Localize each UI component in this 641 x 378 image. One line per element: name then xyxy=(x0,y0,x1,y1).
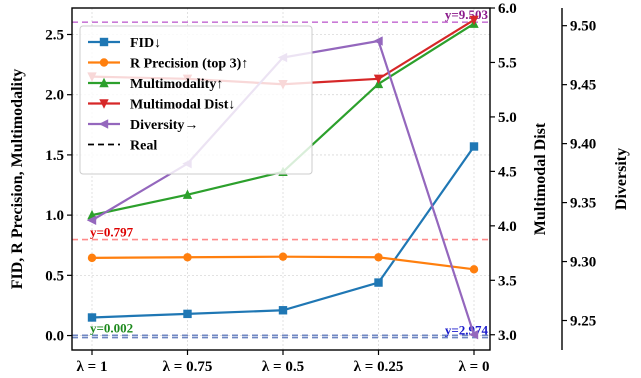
left-tick-label: 0.0 xyxy=(45,329,64,345)
data-point xyxy=(99,77,109,88)
x-tick-label: λ = 1 xyxy=(77,359,108,375)
legend-label: R Precision (top 3)↑ xyxy=(130,57,248,72)
left-tick-label: 2.0 xyxy=(45,88,64,104)
mid-tick-label: 4.0 xyxy=(498,219,517,235)
legend-box xyxy=(79,25,313,175)
left-tick-label: 0.5 xyxy=(45,268,64,284)
x-tick-label: λ = 0.25 xyxy=(354,359,404,375)
data-point xyxy=(469,142,479,151)
mid-tick-label: 3.5 xyxy=(498,273,517,289)
data-point xyxy=(278,306,288,315)
right-tick-label: 9.25 xyxy=(570,314,596,330)
right-tick-label: 9.40 xyxy=(570,137,596,153)
mid-tick-label: 4.5 xyxy=(498,164,517,180)
left-tick-label: 2.5 xyxy=(45,27,64,43)
data-point xyxy=(469,15,479,26)
legend-label: Multimodal Dist↓ xyxy=(130,98,235,113)
reference-label: y=9.503 xyxy=(445,7,489,22)
reference-label: y=0.002 xyxy=(90,320,133,335)
x-tick-label: λ = 0.75 xyxy=(163,359,213,375)
right-tick-label: 9.45 xyxy=(570,78,596,94)
mid-axis-title: Multimodal Dist xyxy=(532,122,549,235)
data-point xyxy=(373,36,383,46)
mid-tick-label: 5.0 xyxy=(498,110,517,126)
reference-label: y=0.797 xyxy=(90,225,134,240)
axes-layer: 0.0 0.5 1.0 1.5 2.0 2.5 FID, R Precision, Mult… xyxy=(9,1,630,375)
data-point xyxy=(374,278,383,287)
plot-frame xyxy=(71,7,491,351)
data-point xyxy=(87,313,97,322)
mid-tick-label: 5.5 xyxy=(498,55,517,71)
legend-label: Diversity→ xyxy=(130,118,198,133)
data-point xyxy=(183,253,192,262)
data-point xyxy=(374,253,383,262)
data-point xyxy=(278,252,288,261)
legend-label: Real xyxy=(130,139,157,154)
mid-tick-label: 3.0 xyxy=(498,328,517,344)
right-axis-title: Diversity xyxy=(613,148,630,210)
data-point xyxy=(182,189,193,199)
data-point xyxy=(99,37,109,47)
data-point xyxy=(98,119,109,129)
reference-lines-layer: y=0.797 y=0.002 y=2.974 y=9.503 xyxy=(72,7,490,339)
mid-tick-label: 6.0 xyxy=(498,1,517,17)
legend: FID↓ R Precision (top 3)↑ Multimodality↑ Mu… xyxy=(79,25,313,175)
right-tick-label: 9.50 xyxy=(570,19,596,35)
data-point xyxy=(469,265,479,274)
right-tick-label: 9.35 xyxy=(570,196,596,212)
x-tick-label: λ = 0.5 xyxy=(262,359,304,375)
data-point xyxy=(99,58,109,67)
legend-label: Multimodality↑ xyxy=(130,77,223,92)
x-tick-label: λ = 0 xyxy=(459,359,490,375)
legend-label: FID↓ xyxy=(130,36,161,51)
data-point xyxy=(373,74,384,84)
data-point xyxy=(183,309,192,319)
data-point xyxy=(99,99,109,109)
left-tick-label: 1.5 xyxy=(45,148,64,164)
data-point xyxy=(87,253,97,263)
left-tick-label: 1.0 xyxy=(45,208,64,224)
data-point xyxy=(86,215,97,225)
data-point xyxy=(468,329,479,340)
right-tick-label: 9.30 xyxy=(570,255,596,271)
reference-label: y=2.974 xyxy=(445,323,489,338)
left-axis-title: FID, R Precision, Multimodality xyxy=(9,69,26,290)
